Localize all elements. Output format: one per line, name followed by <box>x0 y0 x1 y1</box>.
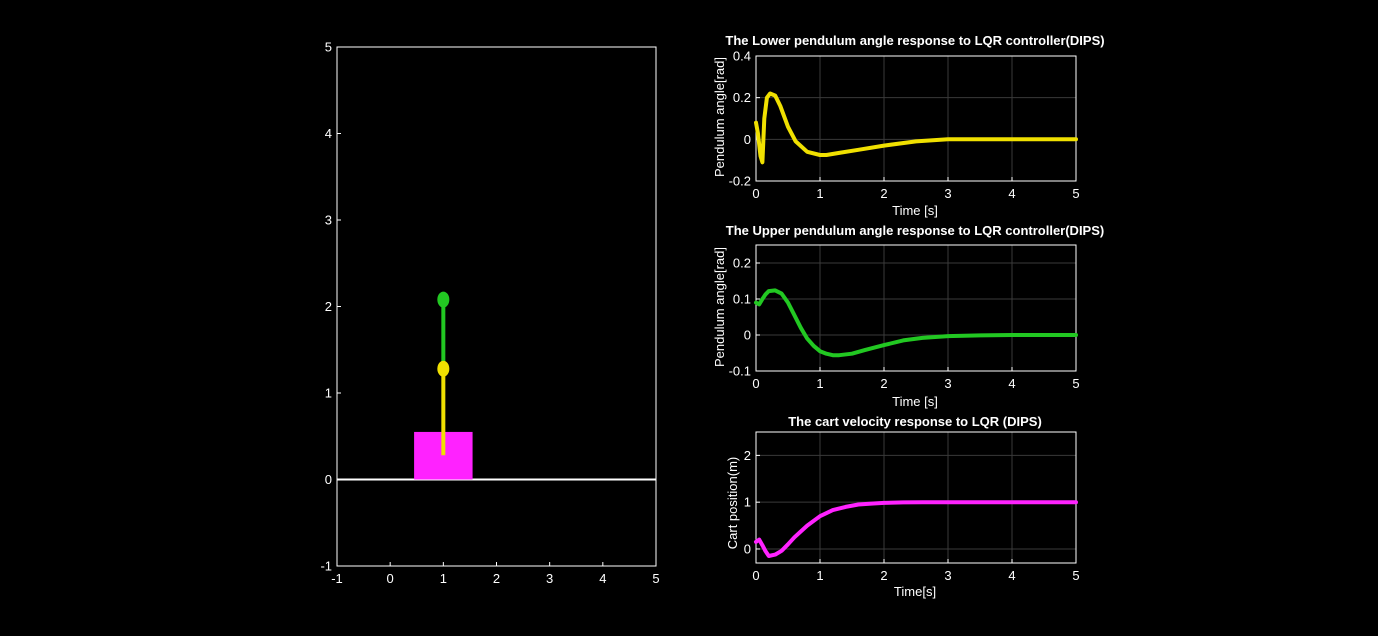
cart-xtick-label-0: 0 <box>752 568 759 583</box>
upper-plot-title: The Upper pendulum angle response to LQR… <box>726 223 1104 238</box>
animation-xtick-label-5: 4 <box>599 571 606 586</box>
cart-ytick-label-1: 1 <box>744 495 751 510</box>
cart-xtick-label-3: 3 <box>944 568 951 583</box>
lower-xtick-label-2: 2 <box>880 186 887 201</box>
cart-plot-ylabel: Cart position(m) <box>725 457 740 549</box>
lower-frame <box>755 55 1077 182</box>
cart-xtick-label-5: 5 <box>1072 568 1079 583</box>
animation-ytick-label-6: 5 <box>325 40 332 55</box>
upper-frame <box>755 244 1077 372</box>
lower-xtick-label-1: 1 <box>816 186 823 201</box>
upper-xtick-label-2: 2 <box>880 376 887 391</box>
animation-xtick-label-3: 2 <box>493 571 500 586</box>
upper-ytick-label-1: 0 <box>744 328 751 343</box>
animation-xtick-label-6: 5 <box>652 571 659 586</box>
cart-ytick-label-2: 2 <box>744 448 751 463</box>
lower-ytick-label-1: 0 <box>744 132 751 147</box>
upper-plot-ylabel: Pendulum angle[rad] <box>712 247 727 367</box>
lower-plot-title: The Lower pendulum angle response to LQR… <box>725 33 1104 48</box>
animation-ytick-label-3: 2 <box>325 299 332 314</box>
lower-xtick-label-5: 5 <box>1072 186 1079 201</box>
upper-xtick-label-1: 1 <box>816 376 823 391</box>
lower-series-lower <box>754 91 1078 165</box>
lower-angle-axes: 0 1 2 3 4 5-0.200.20.4 <box>729 49 1080 202</box>
upper-ytick-label-2: 0.1 <box>733 292 751 307</box>
animation-ytick-label-2: 1 <box>325 386 332 401</box>
upper-angle-axes: 0 1 2 3 4 5-0.100.10.2 <box>729 244 1080 391</box>
lower-pendulum-bob <box>437 360 450 377</box>
upper-xtick-label-0: 0 <box>752 376 759 391</box>
cart-frame <box>755 431 1077 564</box>
cart-xtick-label-2: 2 <box>880 568 887 583</box>
lower-ytick-label-3: 0.4 <box>733 49 751 64</box>
lower-xtick-label-0: 0 <box>752 186 759 201</box>
cart-ytick-label-0: 0 <box>744 541 751 556</box>
upper-xtick-label-3: 3 <box>944 376 951 391</box>
animation-axes: -1 0 1 2 3 4 5 -1 0 1 2 3 4 5 <box>320 40 659 587</box>
upper-xtick-label-4: 4 <box>1008 376 1015 391</box>
cart-xtick-label-4: 4 <box>1008 568 1015 583</box>
upper-pendulum-bob <box>437 291 450 308</box>
upper-ytick-label-3: 0.2 <box>733 256 751 271</box>
animation-ytick-label-1: 0 <box>325 472 332 487</box>
cart-plot-title: The cart velocity response to LQR (DIPS) <box>788 414 1042 429</box>
lower-plot-ylabel: Pendulum angle[rad] <box>712 57 727 177</box>
lower-xtick-label-3: 3 <box>944 186 951 201</box>
animation-ytick-label-4: 3 <box>325 213 332 228</box>
cart-series-cart <box>754 500 1078 558</box>
lower-ytick-label-2: 0.2 <box>733 90 751 105</box>
animation-xtick-label-1: 0 <box>387 571 394 586</box>
cart-plot-xlabel: Time[s] <box>894 584 936 599</box>
lower-xtick-label-4: 4 <box>1008 186 1015 201</box>
animation-ytick-label-5: 4 <box>325 126 332 141</box>
animation-xtick-label-0: -1 <box>331 571 343 586</box>
upper-plot-xlabel: Time [s] <box>892 394 938 409</box>
upper-xtick-label-5: 5 <box>1072 376 1079 391</box>
cart-xtick-label-1: 1 <box>816 568 823 583</box>
upper-ytick-label-0: -0.1 <box>729 364 751 379</box>
animation-xtick-label-2: 1 <box>440 571 447 586</box>
animation-xtick-label-4: 3 <box>546 571 553 586</box>
lower-ytick-label-0: -0.2 <box>729 174 751 189</box>
animation-ytick-label-0: -1 <box>320 559 332 574</box>
lower-plot-xlabel: Time [s] <box>892 203 938 218</box>
upper-series-upper <box>754 288 1078 358</box>
cart-position-axes: 0 1 2 3 4 5 0 1 2 <box>744 431 1080 583</box>
